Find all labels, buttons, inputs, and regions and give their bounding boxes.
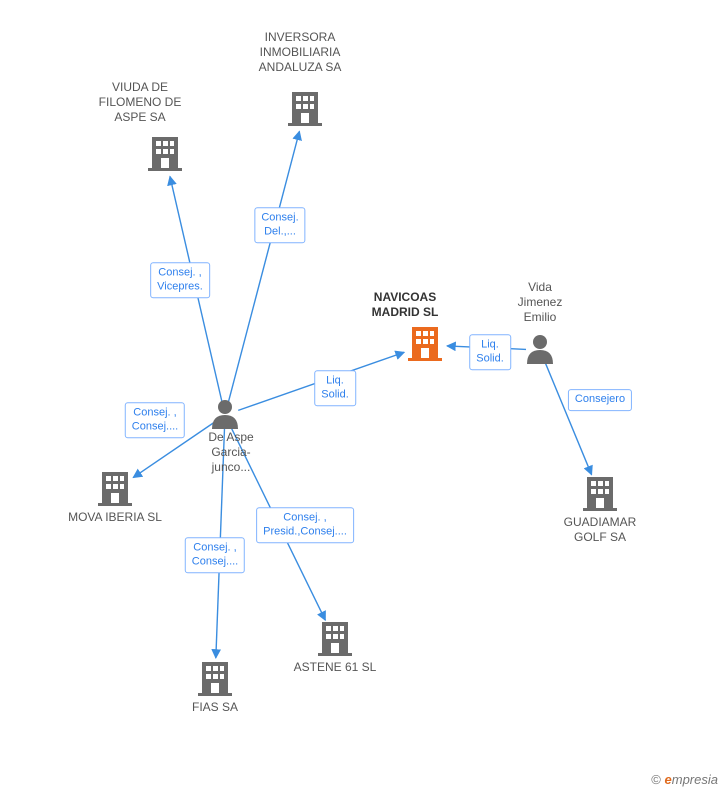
company-node[interactable] (288, 92, 322, 126)
copyright-label: © empresia (651, 772, 718, 787)
building-icon (288, 92, 322, 126)
building-icon (318, 622, 352, 656)
edge-label[interactable]: Consej. Del.,... (254, 207, 305, 243)
edge-label[interactable]: Consej. , Consej.... (185, 537, 245, 573)
person-node[interactable] (527, 335, 553, 364)
edge-label[interactable]: Consejero (568, 389, 632, 411)
building-icon (98, 472, 132, 506)
edge-label[interactable]: Liq. Solid. (314, 370, 356, 406)
node-label[interactable]: ASTENE 61 SL (294, 660, 377, 675)
building-icon (408, 327, 442, 361)
node-label[interactable]: GUADIAMAR GOLF SA (564, 515, 637, 545)
copyright-symbol: © (651, 772, 661, 787)
building-icon (148, 137, 182, 171)
node-label[interactable]: INVERSORA INMOBILIARIA ANDALUZA SA (259, 30, 342, 75)
edge-label[interactable]: Consej. , Consej.... (125, 402, 185, 438)
company-node[interactable] (408, 327, 442, 361)
node-label[interactable]: De Aspe Garcia- junco... (208, 430, 253, 475)
edge (229, 131, 300, 401)
edge (545, 363, 591, 475)
company-node[interactable] (98, 472, 132, 506)
company-node[interactable] (583, 477, 617, 511)
node-label[interactable]: VIUDA DE FILOMENO DE ASPE SA (99, 80, 182, 125)
edge-label[interactable]: Consej. , Presid.,Consej.... (256, 507, 354, 543)
building-icon (583, 477, 617, 511)
company-node[interactable] (198, 662, 232, 696)
company-node[interactable] (318, 622, 352, 656)
person-node[interactable] (212, 400, 238, 429)
edge-label[interactable]: Consej. , Vicepres. (150, 262, 210, 298)
building-icon (198, 662, 232, 696)
person-icon (527, 335, 553, 364)
node-label[interactable]: NAVICOAS MADRID SL (372, 290, 439, 320)
company-node[interactable] (148, 137, 182, 171)
node-label[interactable]: MOVA IBERIA SL (68, 510, 162, 525)
copyright-brand: empresia (665, 772, 718, 787)
edge-label[interactable]: Liq. Solid. (469, 334, 511, 370)
node-label[interactable]: FIAS SA (192, 700, 238, 715)
node-label[interactable]: Vida Jimenez Emilio (518, 280, 563, 325)
person-icon (212, 400, 238, 429)
